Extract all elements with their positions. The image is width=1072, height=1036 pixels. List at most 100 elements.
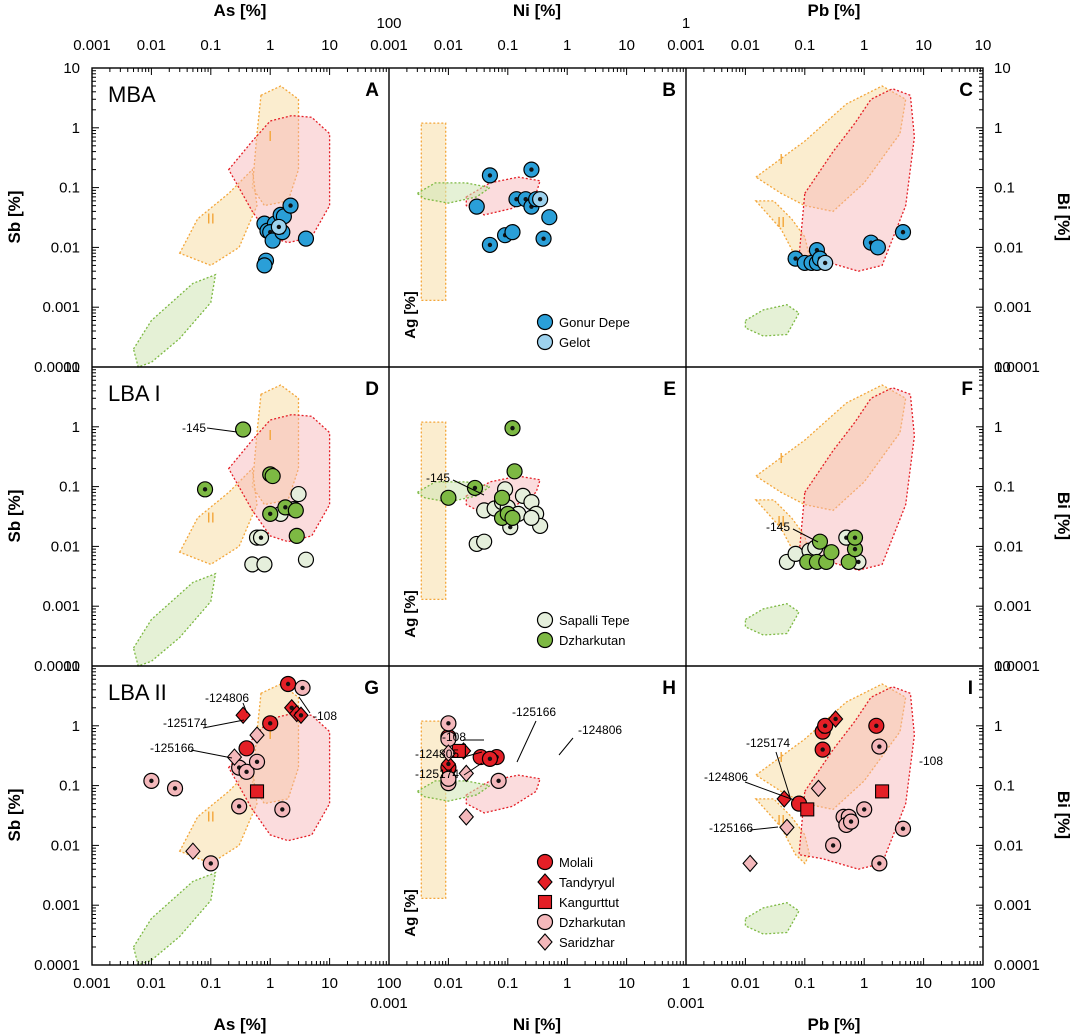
x-tick-label-bottom: 0.001: [370, 995, 408, 1012]
annotation: -124806: [704, 770, 795, 801]
annotation-leader: [242, 702, 248, 714]
data-point: [481, 167, 499, 184]
annotation: -124805: [415, 747, 483, 761]
legend-label: Dzharkutan: [559, 915, 625, 930]
data-point: [779, 818, 795, 837]
y-tick-label-right: 0.01: [994, 837, 1023, 854]
y-tick-label-left: 1: [72, 120, 80, 137]
data-point: [166, 780, 184, 797]
ag-axis-title: Ag [%]: [402, 590, 419, 638]
data-point: [252, 529, 270, 546]
x-tick-label-top: 0.01: [731, 37, 760, 54]
field-I: [420, 421, 447, 601]
marker-diamond: [810, 779, 827, 798]
panel-letter-B: B: [662, 80, 676, 101]
x-tick-label-top: 0.01: [137, 37, 166, 54]
data-point: [290, 485, 307, 503]
y-tick-label-left: 1: [72, 718, 80, 735]
annotation-leader: [463, 762, 483, 776]
y-tick-label-right: 0.01: [994, 538, 1023, 555]
marker-dot: [258, 535, 264, 540]
annotation-leader: [792, 528, 819, 543]
x-axis-title-top: As [%]: [214, 1, 267, 20]
marker-dot: [848, 819, 854, 824]
data-point: [846, 529, 864, 546]
annotation-leader: [206, 427, 238, 433]
legend-marker: [536, 853, 554, 871]
marker-circle: [440, 489, 457, 506]
panel-letter-H: H: [662, 678, 676, 699]
annotation-label: -145: [766, 520, 790, 534]
field-label-I: I: [779, 450, 783, 467]
y-axis-title-left: Sb [%]: [5, 191, 24, 244]
marker-dot: [862, 807, 867, 812]
legend-label: Dzharkutan: [559, 633, 625, 648]
field-label-II: II: [777, 513, 785, 530]
y-tick-label-left: 0.01: [51, 239, 80, 256]
marker-diamond: [185, 842, 201, 861]
marker-dot: [833, 716, 838, 722]
y-tick-label-left: 0.1: [59, 180, 80, 197]
field-II: [178, 766, 258, 865]
legend: Sapalli Tepe Dzharkutan: [536, 611, 630, 649]
x-tick-label-bottom: 0.1: [200, 975, 221, 992]
x-tick-label-bottom: 1: [266, 975, 274, 992]
y-tick-label-right: 1: [994, 718, 1002, 735]
data-point: [493, 489, 511, 506]
x-tick-label-top: 0.1: [794, 37, 815, 54]
panel-E: E: [416, 379, 676, 601]
marker-dot: [149, 778, 154, 784]
x-tick-label-top: 1: [860, 37, 868, 54]
field-green: [416, 182, 492, 204]
marker-dot: [541, 236, 546, 241]
x-tick-label-top: 1: [266, 37, 274, 54]
field-label-II: II: [207, 809, 215, 826]
y-tick-label-right: 0.0001: [994, 957, 1040, 974]
field-red: [227, 114, 331, 244]
field-red: [798, 685, 916, 870]
x-tick-label-bottom: 0.001: [667, 995, 705, 1012]
marker-square: [800, 802, 815, 817]
data-point: [256, 257, 273, 274]
data-point: [440, 489, 457, 506]
y-axis-title-left: Sb [%]: [5, 789, 24, 842]
data-point: [238, 740, 255, 757]
data-point: [871, 738, 888, 755]
row-label: LBA I: [108, 381, 161, 406]
legend-label: Tandyryul: [559, 875, 615, 890]
marker-circle: [256, 556, 273, 573]
marker-circle: [288, 527, 305, 544]
data-point: [810, 779, 827, 798]
field-green: [132, 572, 217, 667]
marker-dot: [288, 203, 293, 208]
x-axis-title-bottom: Ni [%]: [513, 1015, 561, 1034]
marker-dot: [856, 559, 861, 565]
field-label-I: I: [779, 749, 783, 766]
x-tick-label-top: 0.001: [667, 37, 705, 54]
data-point: [523, 509, 540, 526]
field-label-II: II: [207, 510, 215, 527]
x-axis-title-bottom: Pb [%]: [808, 1015, 861, 1034]
y-tick-label-right: 0.0001: [994, 359, 1040, 376]
y-tick-label-left: 0.001: [42, 598, 80, 615]
data-point: [490, 772, 507, 789]
annotation-label: -125174: [163, 716, 207, 730]
annotation: -125174: [415, 762, 483, 781]
data-point: [894, 224, 912, 241]
marker-dot: [487, 756, 493, 762]
data-point: [196, 481, 214, 498]
panel-letter-F: F: [961, 379, 973, 400]
legend: Molali Tandyryul Kangurttut Dzharkutan Sarid…: [536, 853, 625, 951]
field-I: [754, 85, 907, 213]
marker-circle: [476, 533, 493, 550]
data-point: [468, 198, 485, 215]
marker-dot: [244, 769, 249, 775]
data-point: [814, 741, 831, 758]
y-tick-label-left: 0.0001: [34, 957, 80, 974]
y-axis-title-left: Sb [%]: [5, 490, 24, 543]
data-point: [535, 230, 552, 247]
data-point: [817, 254, 834, 272]
data-point: [294, 679, 311, 697]
row-label: LBA II: [108, 680, 167, 705]
